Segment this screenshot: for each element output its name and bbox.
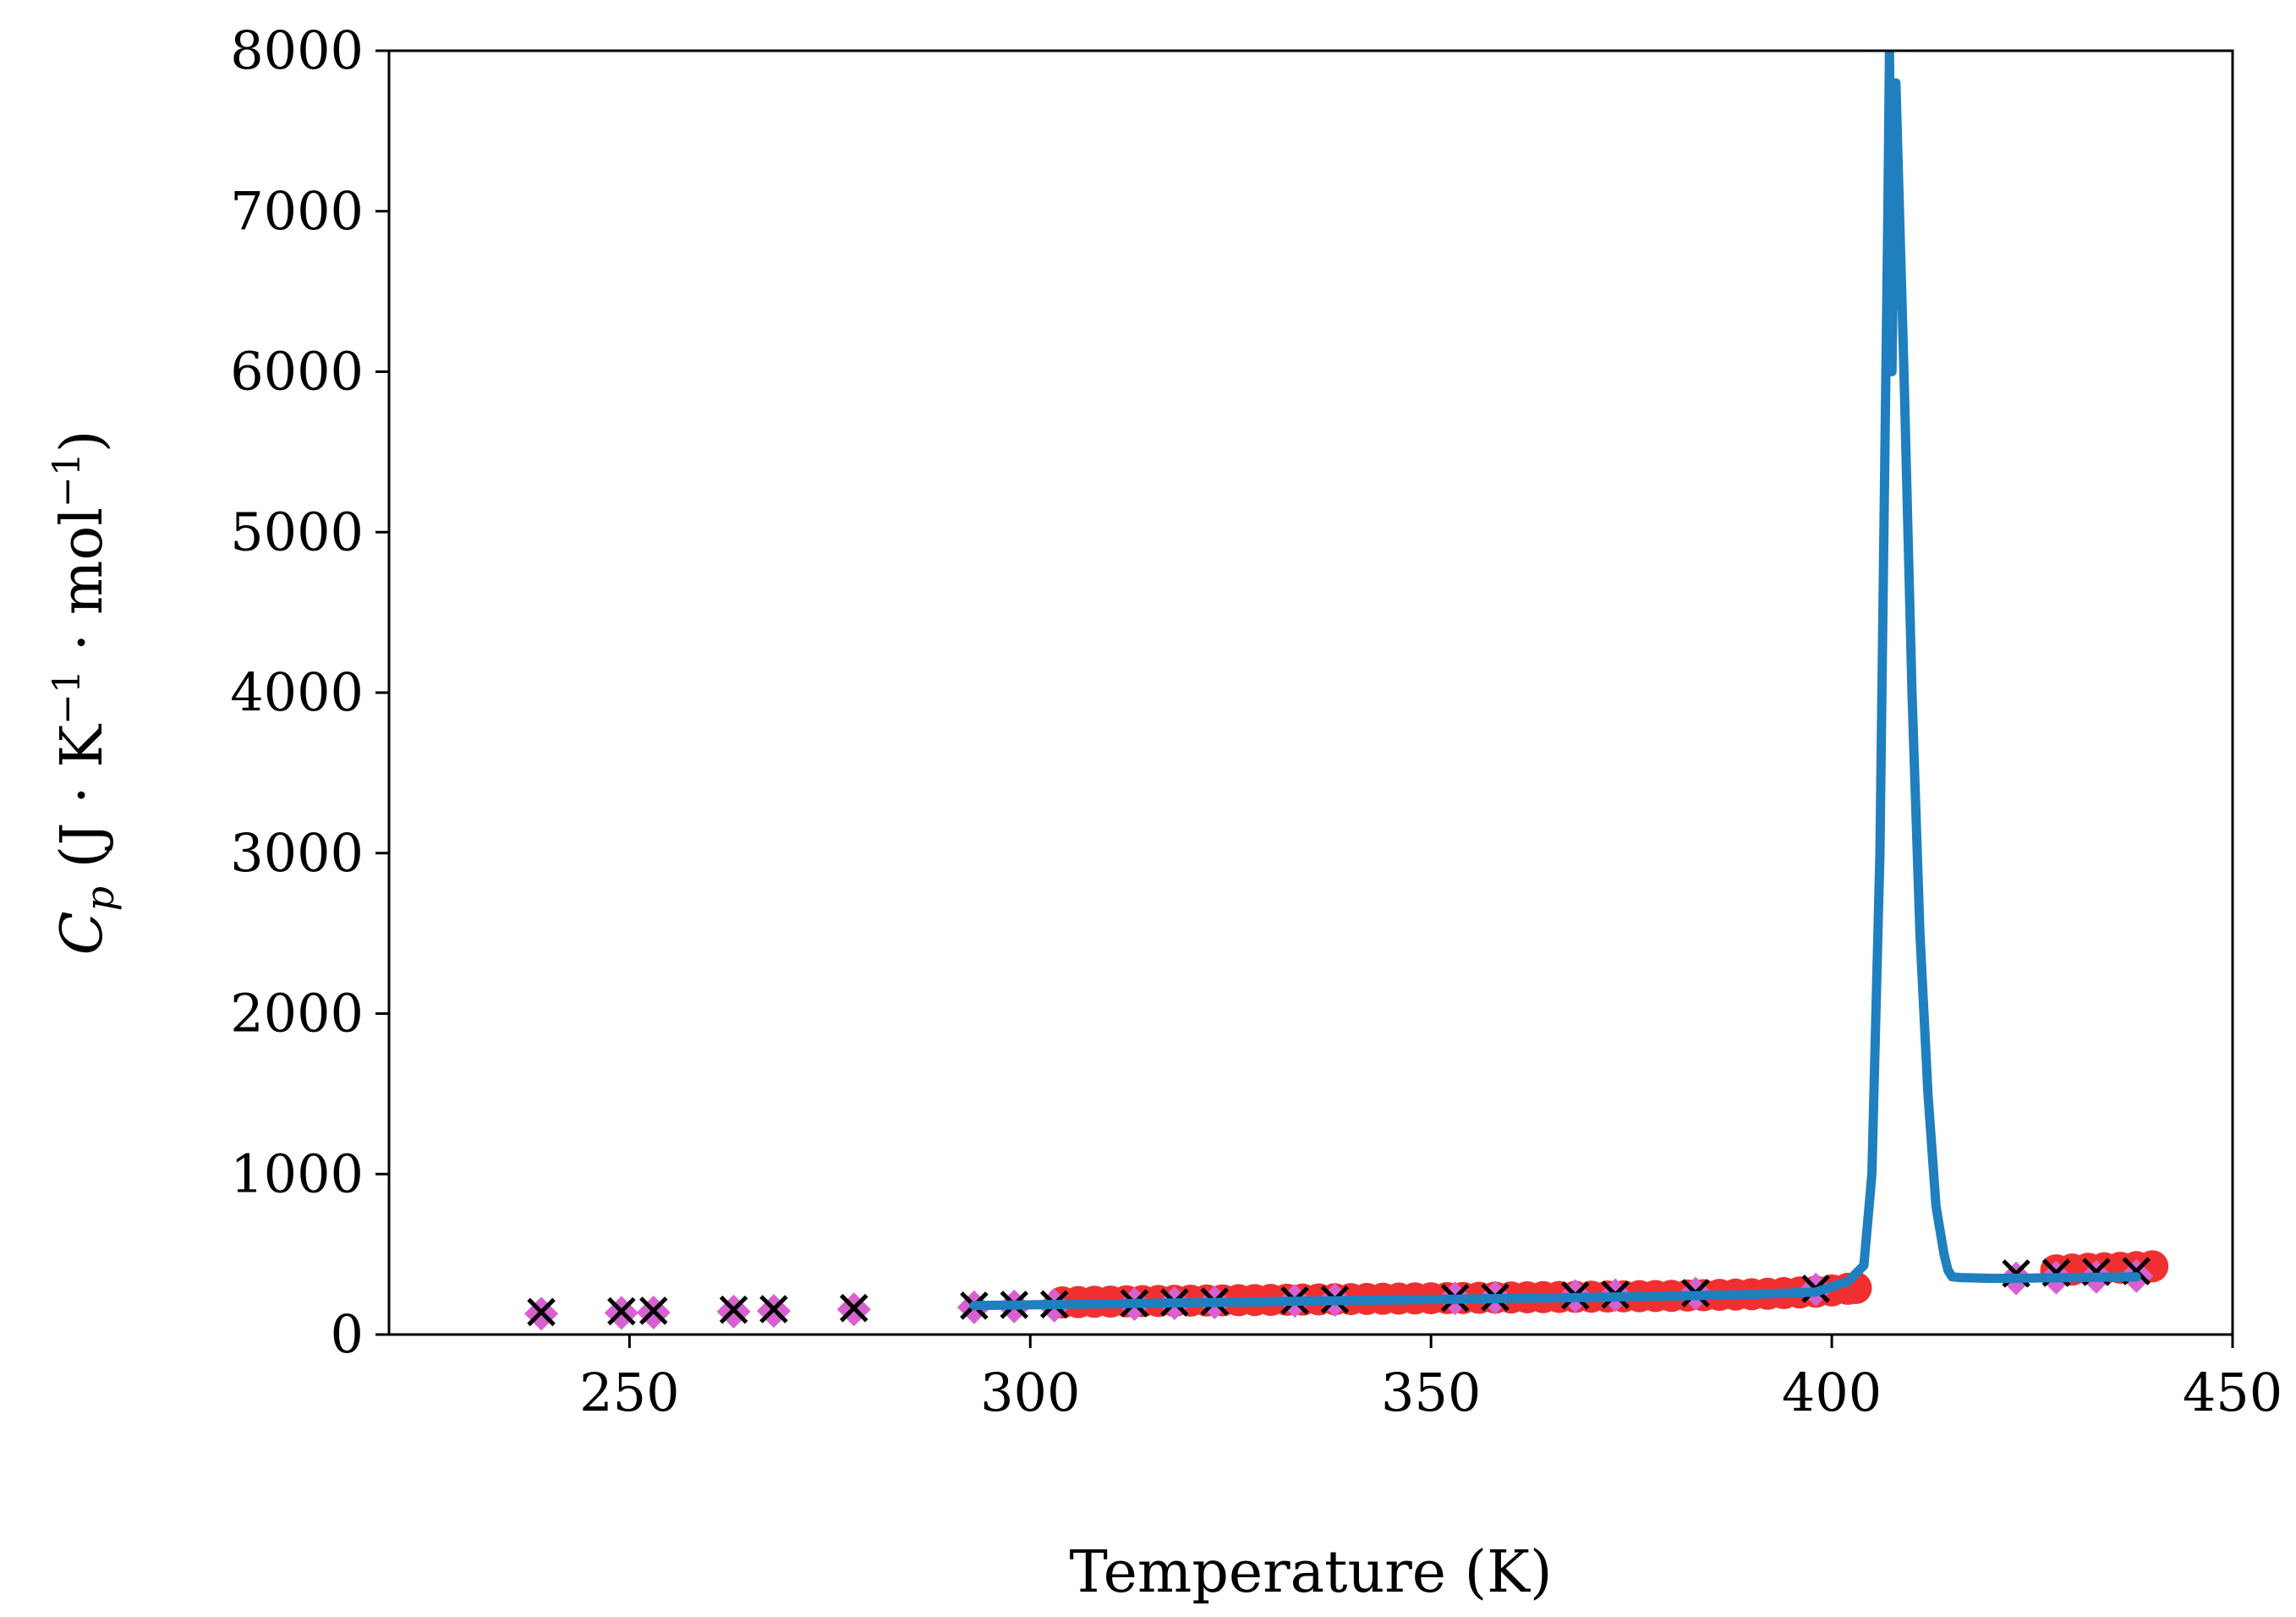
cross-point [607,1296,636,1326]
y-axis-unit-mid: · mol [49,507,116,670]
y-tick-label: 2000 [230,983,364,1044]
x-tick-label: 250 [579,1362,679,1423]
y-axis-subscript: p [77,886,123,911]
y-tick-label: 4000 [230,661,364,723]
cross-point [759,1295,788,1324]
x-tick-label: 350 [1381,1362,1481,1423]
y-tick-label: 8000 [230,19,364,81]
y-tick-label: 5000 [230,501,364,562]
cross-point [839,1293,869,1323]
fit-curve [969,51,2141,1311]
x-tick-label: 400 [1782,1362,1882,1423]
y-tick-label: 7000 [230,180,364,242]
y-tick-label: 6000 [230,341,364,403]
cross-point [527,1297,556,1327]
x-axis: 250 300 350 400 450 [579,1335,2282,1423]
y-axis-symbol: C [49,911,116,955]
y-axis: 0 1000 2000 3000 4000 5000 6000 7000 8000 [230,19,389,1365]
x-axis-title: Temperature (K) [1070,1539,1553,1606]
y-axis-exp-2: −1 [46,452,89,507]
y-axis-title: Cp (J · K−1 · mol−1) [46,430,123,956]
cross-point [639,1296,668,1325]
y-tick-label: 3000 [230,822,364,884]
x-tick-label: 450 [2183,1362,2282,1423]
y-tick-label: 1000 [230,1143,364,1204]
y-axis-unit-open: (J · K [49,724,116,886]
x-tick-label: 300 [980,1362,1080,1423]
cross-point [719,1295,748,1324]
plot-frame [387,49,2234,1336]
plot-area [524,51,2169,1331]
y-axis-unit-close: ) [49,430,116,453]
y-axis-exp-1: −1 [46,670,89,725]
y-tick-label: 0 [331,1303,364,1365]
